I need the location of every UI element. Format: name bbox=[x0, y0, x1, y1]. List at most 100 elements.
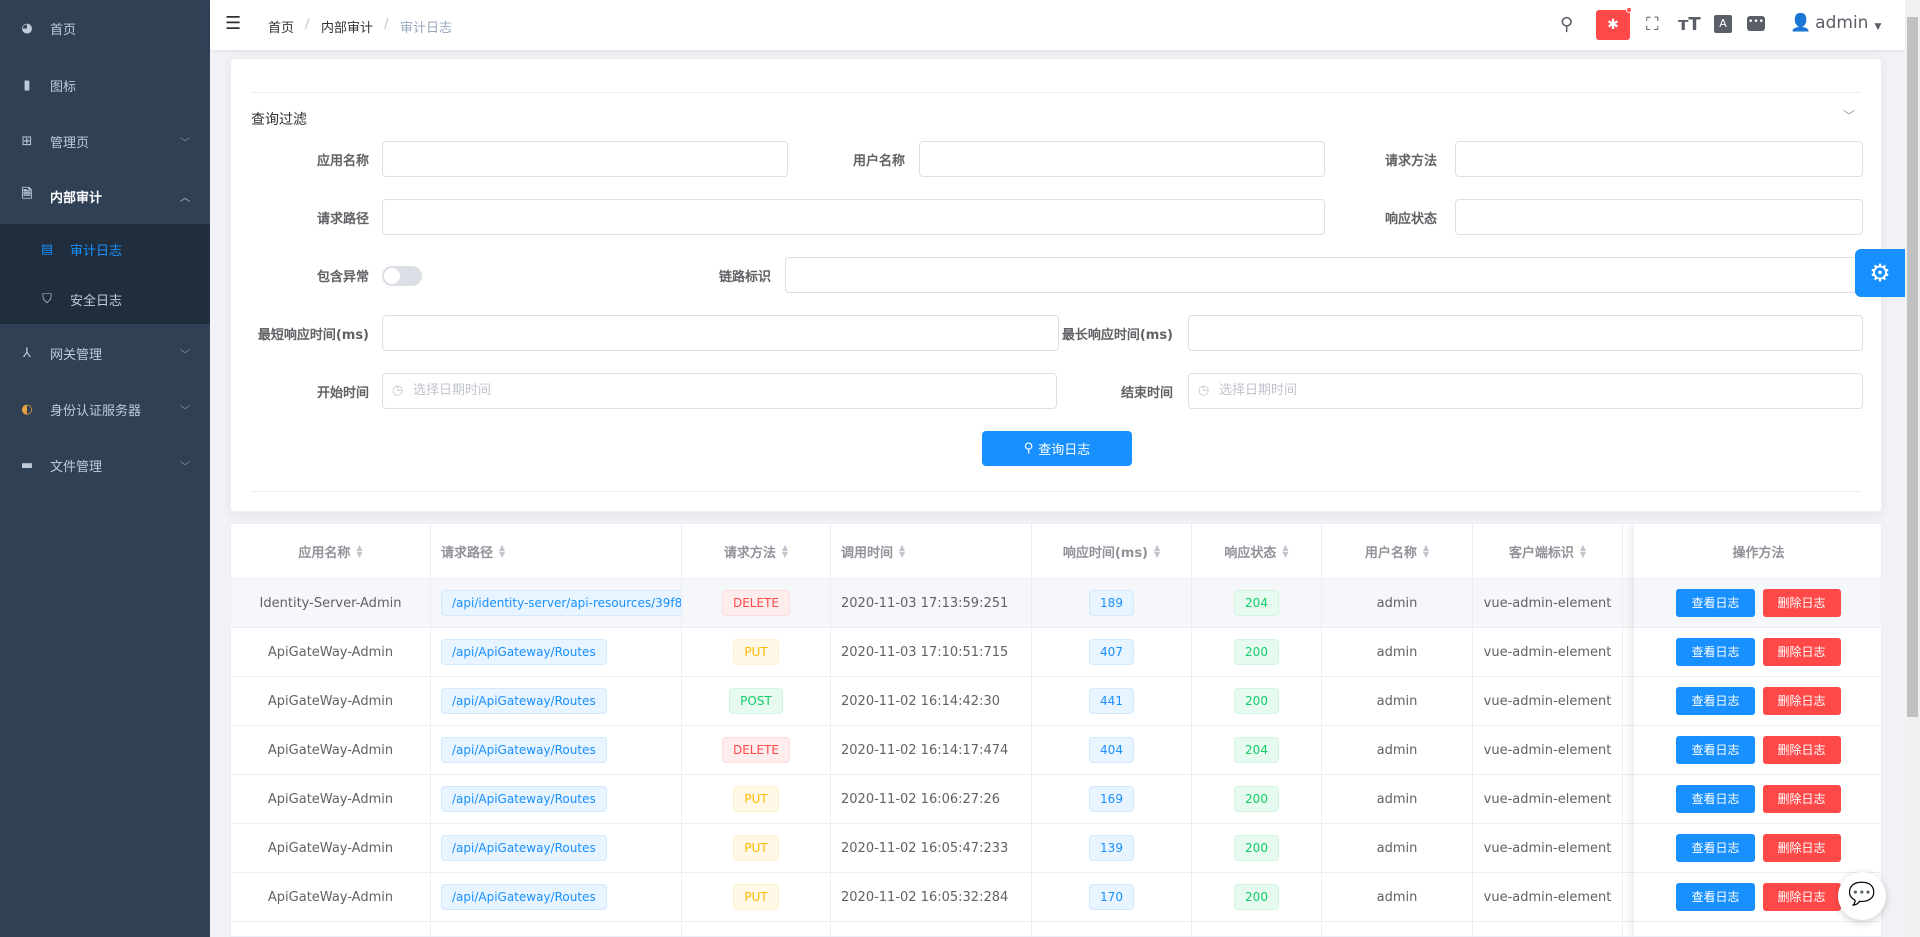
header-status[interactable]: 响应状态 ▲ ▼ bbox=[1192, 524, 1322, 578]
status-tag: 200 bbox=[1234, 786, 1279, 812]
user-name-input[interactable] bbox=[919, 141, 1325, 177]
exec-time-tag: 441 bbox=[1089, 688, 1134, 714]
header-method[interactable]: 请求方法 ▲ ▼ bbox=[682, 524, 831, 578]
status-tag: 200 bbox=[1234, 639, 1279, 665]
actions-cell: 查看日志 删除日志 bbox=[1634, 726, 1881, 775]
chevron-down-icon[interactable]: ﹀ bbox=[1843, 109, 1856, 123]
view-log-button[interactable]: 查看日志 bbox=[1676, 687, 1755, 715]
url-tag[interactable]: /api/ApiGateway/Routes bbox=[441, 639, 607, 665]
delete-log-button[interactable]: 删除日志 bbox=[1762, 736, 1841, 764]
url-tag[interactable]: /api/ApiGateway/Routes bbox=[441, 737, 607, 763]
sidebar-item-files[interactable]: ▬ 文件管理 ﹀ bbox=[0, 437, 210, 493]
sort-icon[interactable]: ▲ ▼ bbox=[499, 543, 506, 559]
url-tag[interactable]: /api/ApiGateway/Routes bbox=[441, 835, 607, 861]
status-tag: 200 bbox=[1234, 835, 1279, 861]
cell-client: vue-admin-element bbox=[1473, 628, 1623, 676]
cell-method: PUT bbox=[682, 628, 831, 676]
breadcrumb-internal-audit[interactable]: 内部审计 bbox=[321, 21, 374, 36]
header-client[interactable]: 客户端标识 ▲ ▼ bbox=[1473, 524, 1623, 578]
sort-icon[interactable]: ▲ ▼ bbox=[781, 543, 789, 559]
cell-url: /api/ApiGateway/Routes bbox=[431, 824, 682, 872]
language-icon[interactable]: A bbox=[1714, 15, 1732, 33]
client-text: vue-admin-element bbox=[1483, 889, 1612, 905]
chevron-down-icon: ﹀ bbox=[180, 405, 190, 417]
search-logs-button[interactable]: ⚲ 查询日志 bbox=[982, 431, 1132, 466]
exec-time-tag: 169 bbox=[1089, 786, 1134, 812]
page-scrollbar[interactable] bbox=[1905, 0, 1920, 937]
url-tag[interactable]: /api/identity-server/api-resources/39f82… bbox=[441, 590, 681, 616]
end-time-picker[interactable]: ◷ 选择日期时间 bbox=[1188, 373, 1863, 409]
bug-icon[interactable]: ✱ bbox=[1596, 10, 1630, 40]
url-tag[interactable]: /api/ApiGateway/Routes bbox=[441, 884, 607, 910]
sidebar-item-home[interactable]: ◕ 首页 bbox=[0, 0, 210, 56]
filter-title[interactable]: 查询过滤 bbox=[251, 112, 307, 128]
font-size-icon[interactable]: тT bbox=[1678, 14, 1701, 35]
delete-log-button[interactable]: 删除日志 bbox=[1762, 589, 1841, 617]
sidebar-item-audit-log[interactable]: ▤ 审计日志 bbox=[0, 224, 210, 274]
delete-log-button[interactable]: 删除日志 bbox=[1762, 834, 1841, 862]
user-text: admin bbox=[1376, 595, 1418, 611]
delete-log-button[interactable]: 删除日志 bbox=[1762, 638, 1841, 666]
cell-status: 200 bbox=[1192, 775, 1322, 823]
cell-method: PUT bbox=[682, 775, 831, 823]
delete-log-button[interactable]: 删除日志 bbox=[1762, 687, 1841, 715]
chat-button[interactable]: 💬 bbox=[1838, 872, 1886, 920]
settings-button[interactable]: ⚙ bbox=[1855, 249, 1905, 297]
sidebar-item-icons[interactable]: ▮ 图标 bbox=[0, 57, 210, 113]
view-log-button[interactable]: 查看日志 bbox=[1676, 883, 1755, 911]
sidebar-item-identity-server[interactable]: ◐ 身份认证服务器 ﹀ bbox=[0, 381, 210, 437]
header-app-name[interactable]: 应用名称 ▲ ▼ bbox=[231, 524, 431, 578]
method-tag: PUT bbox=[733, 835, 779, 861]
sort-icon[interactable]: ▲ ▼ bbox=[1154, 543, 1161, 559]
fullscreen-icon[interactable]: ⛶ bbox=[1646, 14, 1659, 35]
method-input[interactable] bbox=[1455, 141, 1863, 177]
sort-icon[interactable]: ▲ ▼ bbox=[1422, 543, 1430, 559]
column-title: 客户端标识 bbox=[1508, 545, 1574, 561]
user-dropdown[interactable]: 👤 admin ▼ bbox=[1790, 13, 1881, 33]
breadcrumb-home[interactable]: 首页 bbox=[268, 21, 295, 36]
start-time-picker[interactable]: ◷ 选择日期时间 bbox=[382, 373, 1057, 409]
app-name-text: Identity-Server-Admin bbox=[259, 595, 402, 611]
chevron-down-icon: ﹀ bbox=[180, 461, 190, 473]
cell-exec-ms: 170 bbox=[1032, 873, 1192, 921]
sort-icon[interactable]: ▲ ▼ bbox=[356, 543, 363, 559]
sort-icon[interactable]: ▲ ▼ bbox=[899, 543, 906, 559]
cell-method: POST bbox=[682, 677, 831, 725]
hamburger-icon[interactable]: ☰ bbox=[225, 13, 242, 34]
url-tag[interactable]: /api/ApiGateway/Routes bbox=[441, 786, 607, 812]
view-log-button[interactable]: 查看日志 bbox=[1676, 785, 1755, 813]
sort-icon[interactable]: ▲ ▼ bbox=[1579, 543, 1587, 559]
url-tag[interactable]: /api/ApiGateway/Routes bbox=[441, 688, 607, 714]
sidebar-item-admin-pages[interactable]: ⊞ 管理页 ﹀ bbox=[0, 113, 210, 169]
header-exec-ms[interactable]: 响应时间(ms) ▲ ▼ bbox=[1032, 524, 1192, 578]
header-time[interactable]: 调用时间 ▲ ▼ bbox=[831, 524, 1032, 578]
header-user[interactable]: 用户名称 ▲ ▼ bbox=[1322, 524, 1473, 578]
has-exception-switch[interactable] bbox=[382, 266, 422, 286]
header-url[interactable]: 请求路径 ▲ ▼ bbox=[431, 524, 682, 578]
view-log-button[interactable]: 查看日志 bbox=[1676, 589, 1755, 617]
url-input[interactable] bbox=[382, 199, 1325, 235]
sidebar-item-security-log[interactable]: ⛉ 安全日志 bbox=[0, 274, 210, 324]
cell-url: /api/ApiGateway/Routes bbox=[431, 628, 682, 676]
view-log-button[interactable]: 查看日志 bbox=[1676, 834, 1755, 862]
app-name-text: ApiGateWay-Admin bbox=[267, 889, 394, 905]
exec-time-tag: 139 bbox=[1089, 835, 1134, 861]
sidebar-item-gateway[interactable]: ⅄ 网关管理 ﹀ bbox=[0, 325, 210, 381]
scrollbar-thumb[interactable] bbox=[1907, 17, 1918, 717]
message-icon[interactable]: ••• bbox=[1747, 16, 1765, 31]
cell-app-name: ApiGateWay-Admin bbox=[231, 873, 431, 921]
view-log-button[interactable]: 查看日志 bbox=[1676, 638, 1755, 666]
cell-time bbox=[831, 922, 1032, 936]
min-exec-input[interactable] bbox=[382, 315, 1059, 351]
chevron-down-icon: ﹀ bbox=[180, 349, 190, 361]
view-log-button[interactable]: 查看日志 bbox=[1676, 736, 1755, 764]
delete-log-button[interactable]: 删除日志 bbox=[1762, 785, 1841, 813]
status-input[interactable] bbox=[1455, 199, 1863, 235]
sort-icon[interactable]: ▲ ▼ bbox=[1282, 543, 1289, 559]
max-exec-input[interactable] bbox=[1188, 315, 1863, 351]
search-icon[interactable]: ⚲ bbox=[1560, 14, 1574, 35]
delete-log-button[interactable]: 删除日志 bbox=[1762, 883, 1841, 911]
sidebar-item-internal-audit[interactable]: 🗎 内部审计 ︿ bbox=[0, 168, 210, 224]
correlation-id-input[interactable] bbox=[785, 257, 1863, 293]
app-name-input[interactable] bbox=[382, 141, 788, 177]
